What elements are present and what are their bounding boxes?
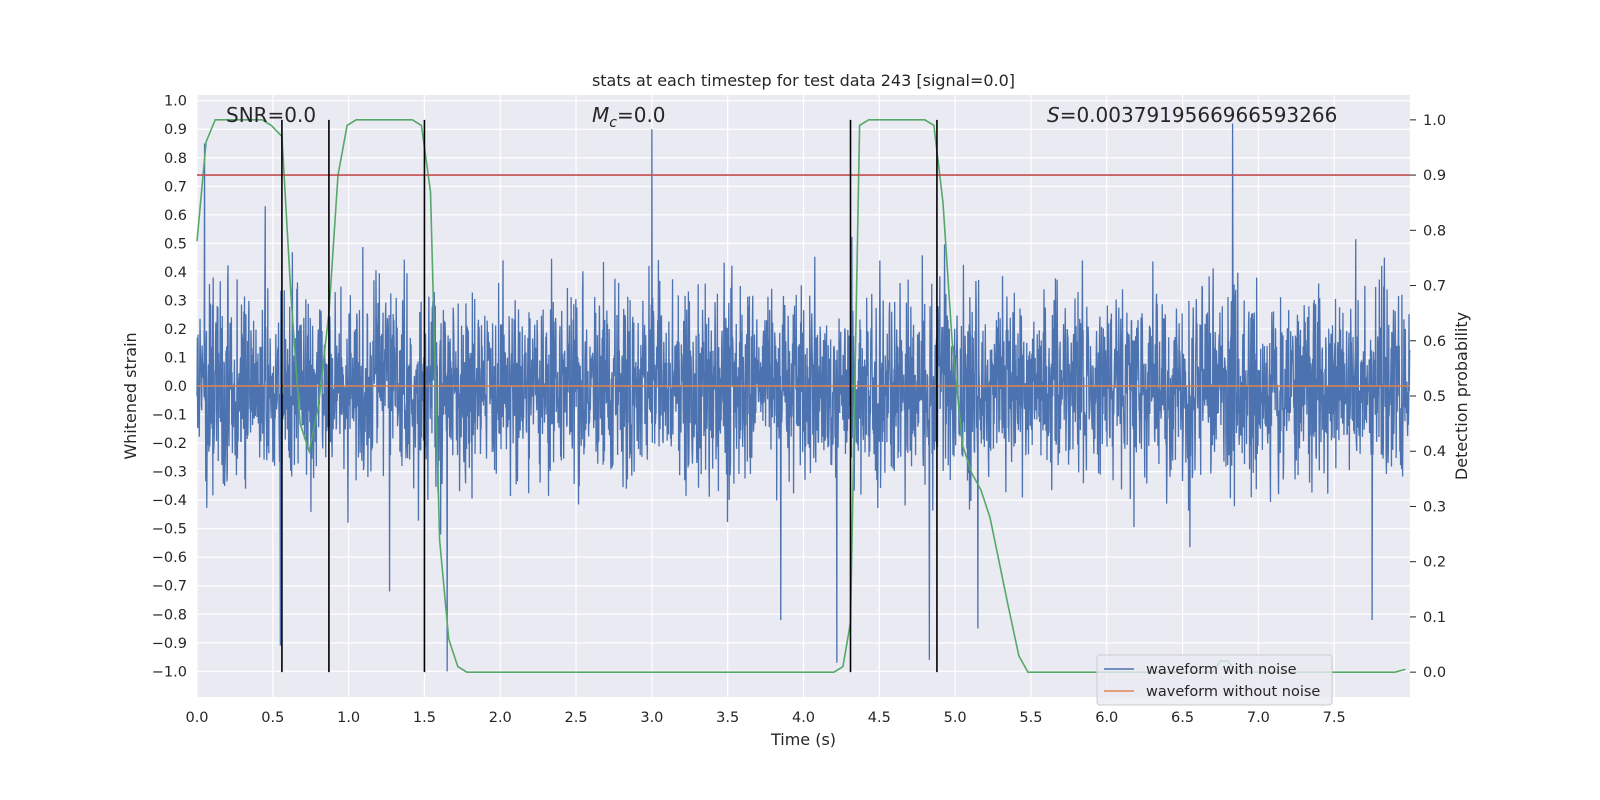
y-tick-label: 0.7 <box>164 179 187 195</box>
y2-tick-label: 0.1 <box>1423 610 1446 626</box>
x-tick-label: 2.0 <box>489 710 512 726</box>
series-group <box>196 119 1410 673</box>
legend-label-clean: waveform without noise <box>1146 684 1320 700</box>
s-symbol: S <box>1047 103 1060 127</box>
y-tick-label: −0.8 <box>152 607 187 623</box>
x-tick-label: 3.5 <box>716 710 739 726</box>
legend: waveform with noise waveform without noi… <box>1096 654 1333 706</box>
y2-tick-label: 0.7 <box>1423 279 1446 295</box>
chart-title: stats at each timestep for test data 243… <box>592 71 1015 90</box>
noise-waveform <box>196 123 1411 672</box>
y2-tick-label: 0.3 <box>1423 499 1446 515</box>
y2-tick-label: 0.4 <box>1423 444 1446 460</box>
noisy-waveform-line <box>196 123 1411 672</box>
x-tick-label: 5.0 <box>944 710 967 726</box>
y-tick-label: 0.8 <box>164 151 187 167</box>
y-tick-label: 0.1 <box>164 350 187 366</box>
x-tick-label: 0.0 <box>185 710 208 726</box>
y-axis-label: Whitened strain <box>121 332 140 459</box>
y2-tick-label: 0.6 <box>1423 334 1446 350</box>
vertical-markers <box>281 119 938 673</box>
y2-axis-label: Detection probability <box>1452 312 1471 480</box>
x-axis-label: Time (s) <box>770 730 836 749</box>
y-tick-label: −0.9 <box>152 636 187 652</box>
mc-value: =0.0 <box>617 103 666 127</box>
y-tick-label: 1.0 <box>164 94 187 110</box>
x-tick-label: 6.5 <box>1171 710 1194 726</box>
y-tick-label: 0.4 <box>164 265 187 281</box>
chirp-mass-annotation: Mc=0.0 <box>592 103 666 131</box>
x-tick-label: 4.5 <box>868 710 891 726</box>
snr-annotation: SNR=0.0 <box>226 103 316 127</box>
y-tick-label: −0.4 <box>152 493 187 509</box>
y-tick-label: 0.0 <box>164 379 187 395</box>
y-tick-label: 0.2 <box>164 322 187 338</box>
x-tick-label: 4.0 <box>792 710 815 726</box>
y-tick-labels: 1.0 0.9 0.8 0.7 0.6 0.5 0.4 0.3 0.2 0.1 0.0 −0.1 −0.… <box>152 94 187 681</box>
x-tick-label: 6.0 <box>1095 710 1118 726</box>
x-tick-label: 7.5 <box>1323 710 1346 726</box>
y-tick-label: −0.3 <box>152 465 187 481</box>
y-tick-label: 0.9 <box>164 122 187 138</box>
s-value: =0.003791956696659326​6 <box>1060 103 1338 127</box>
x-tick-label: 7.0 <box>1247 710 1270 726</box>
y2-tick-label: 0.9 <box>1423 168 1446 184</box>
x-tick-label: 1.0 <box>337 710 360 726</box>
y-tick-label: −0.2 <box>152 436 187 452</box>
y2-tick-labels: 1.0 0.9 0.8 0.7 0.6 0.5 0.4 0.3 0.2 0.1 0.0 <box>1410 113 1446 681</box>
x-tick-labels: 0.0 0.5 1.0 1.5 2.0 2.5 3.0 3.5 4.0 4.5 5.0 5.5 6.0 6… <box>185 710 1345 726</box>
x-tick-label: 2.5 <box>565 710 588 726</box>
y2-tick-label: 0.8 <box>1423 223 1446 239</box>
y2-tick-label: 0.0 <box>1423 665 1446 681</box>
y-tick-label: 0.3 <box>164 293 187 309</box>
y2-tick-label: 1.0 <box>1423 113 1446 129</box>
x-tick-label: 3.0 <box>640 710 663 726</box>
legend-box <box>1096 654 1333 706</box>
x-tick-label: 0.5 <box>261 710 284 726</box>
y2-tick-label: 0.5 <box>1423 389 1446 405</box>
y-tick-label: −1.0 <box>152 664 187 680</box>
x-tick-label: 1.5 <box>413 710 436 726</box>
y2-tick-label: 0.2 <box>1423 555 1446 571</box>
legend-label-noisy: waveform with noise <box>1146 662 1297 678</box>
y-tick-label: 0.5 <box>164 236 187 252</box>
y-tick-label: −0.6 <box>152 550 187 566</box>
y-tick-label: −0.7 <box>152 579 187 595</box>
detection-probability-line <box>196 119 1406 673</box>
x-tick-label: 5.5 <box>1019 710 1042 726</box>
y-tick-label: 0.6 <box>164 208 187 224</box>
mc-subscript: c <box>609 115 617 131</box>
mc-symbol: M <box>592 103 609 127</box>
y-tick-label: −0.1 <box>152 408 187 424</box>
s-annotation: S=0.003791956696659326​6 <box>1047 103 1337 127</box>
y-tick-label: −0.5 <box>152 522 187 538</box>
